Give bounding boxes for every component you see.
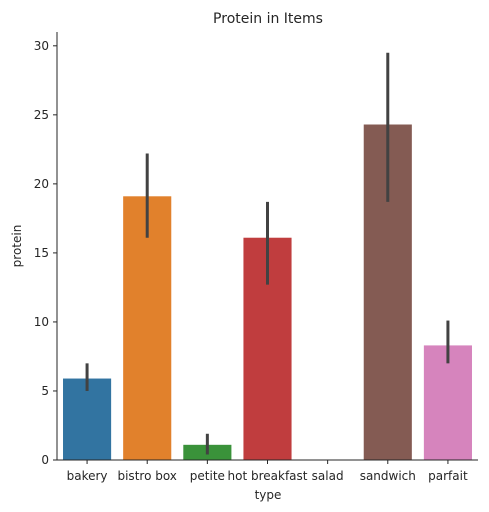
y-tick-label: 10 [34, 315, 49, 329]
x-tick-label: bistro box [117, 469, 176, 483]
x-tick-label: parfait [428, 469, 468, 483]
bar-parfait [423, 345, 472, 460]
x-tick-label: petite [190, 469, 225, 483]
x-tick-label: hot breakfast [228, 469, 308, 483]
error-bars-group [85, 52, 450, 455]
x-axis: bakery bistro box petite hot breakfast salad… [57, 459, 478, 483]
y-tick-label: 15 [34, 246, 49, 260]
y-tick-label: 0 [41, 453, 49, 467]
y-axis-title: protein [10, 225, 24, 268]
bar-bakery [63, 378, 112, 460]
bar-bistro-box [123, 196, 172, 461]
y-tick-label: 20 [34, 177, 49, 191]
y-tick-label: 5 [41, 384, 49, 398]
chart-title: Protein in Items [213, 11, 323, 27]
x-tick-label: salad [312, 469, 344, 483]
y-tick-label: 25 [34, 108, 49, 122]
x-tick-label: bakery [67, 469, 108, 483]
x-tick-label: sandwich [360, 469, 416, 483]
y-axis: 0 5 10 15 20 25 30 [34, 32, 58, 467]
bars-group [63, 124, 472, 461]
x-axis-title: type [255, 488, 282, 502]
y-tick-label: 30 [34, 39, 49, 53]
